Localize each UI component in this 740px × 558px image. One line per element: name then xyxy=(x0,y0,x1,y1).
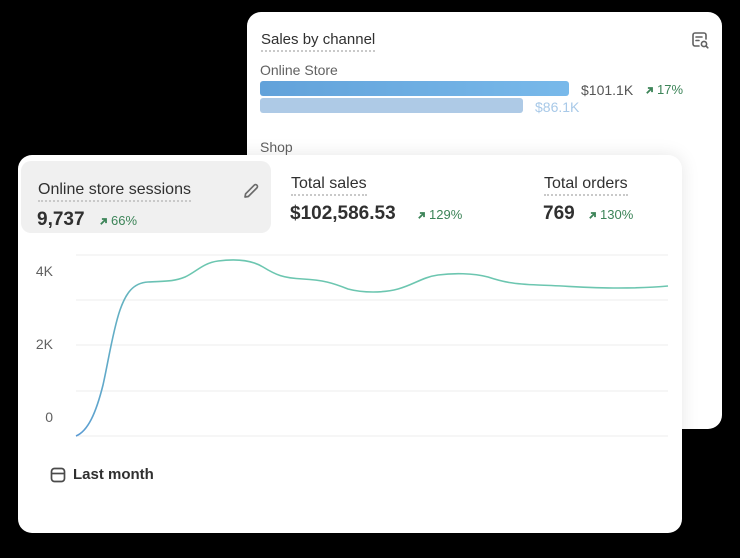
trend-up-arrow-icon xyxy=(418,211,425,219)
pencil-icon[interactable] xyxy=(241,181,261,201)
date-range-button[interactable]: Last month xyxy=(50,466,154,483)
metric-trend: 129% xyxy=(417,207,462,223)
channel-name-shop: Shop xyxy=(260,139,293,155)
y-axis-label-2k: 2K xyxy=(35,336,53,352)
online-store-trend: 17% xyxy=(645,82,683,98)
date-range-label: Last month xyxy=(73,466,154,483)
trend-up-arrow-icon xyxy=(646,86,653,94)
metric-value: 9,737 xyxy=(37,209,85,230)
report-search-icon[interactable] xyxy=(690,30,710,50)
sessions-line xyxy=(75,259,669,437)
metric-value: 769 xyxy=(543,203,575,224)
online-store-current-bar[interactable] xyxy=(260,81,569,96)
metric-trend: 130% xyxy=(588,207,633,223)
online-store-previous-value: $86.1K xyxy=(535,99,580,115)
metric-trend-value: 129% xyxy=(429,207,463,222)
y-axis-label-0: 0 xyxy=(45,409,53,425)
metric-value: $102,586.53 xyxy=(290,203,396,224)
sessions-chart-card: Online store sessions 9,737 66% Total sa… xyxy=(18,155,682,533)
metric-label[interactable]: Online store sessions xyxy=(38,180,191,202)
online-store-trend-value: 17% xyxy=(657,82,684,97)
online-store-previous-bar[interactable] xyxy=(260,98,523,113)
metric-trend: 66% xyxy=(99,213,137,229)
metric-trend-value: 66% xyxy=(111,213,138,228)
chart-gridlines xyxy=(76,254,668,437)
y-axis-label-4k: 4K xyxy=(35,263,53,279)
trend-up-arrow-icon xyxy=(589,211,596,219)
metric-label[interactable]: Total sales xyxy=(291,174,367,196)
channel-name-online-store: Online Store xyxy=(260,62,338,78)
calendar-icon xyxy=(50,467,66,483)
sales-by-channel-title[interactable]: Sales by channel xyxy=(261,31,376,52)
trend-up-arrow-icon xyxy=(100,217,107,225)
metric-online-store-sessions[interactable]: Online store sessions 9,737 66% xyxy=(21,161,271,233)
sessions-line-chart[interactable] xyxy=(18,155,682,455)
online-store-current-value: $101.1K xyxy=(581,82,634,98)
metric-trend-value: 130% xyxy=(600,207,634,222)
metric-label[interactable]: Total orders xyxy=(544,174,628,196)
